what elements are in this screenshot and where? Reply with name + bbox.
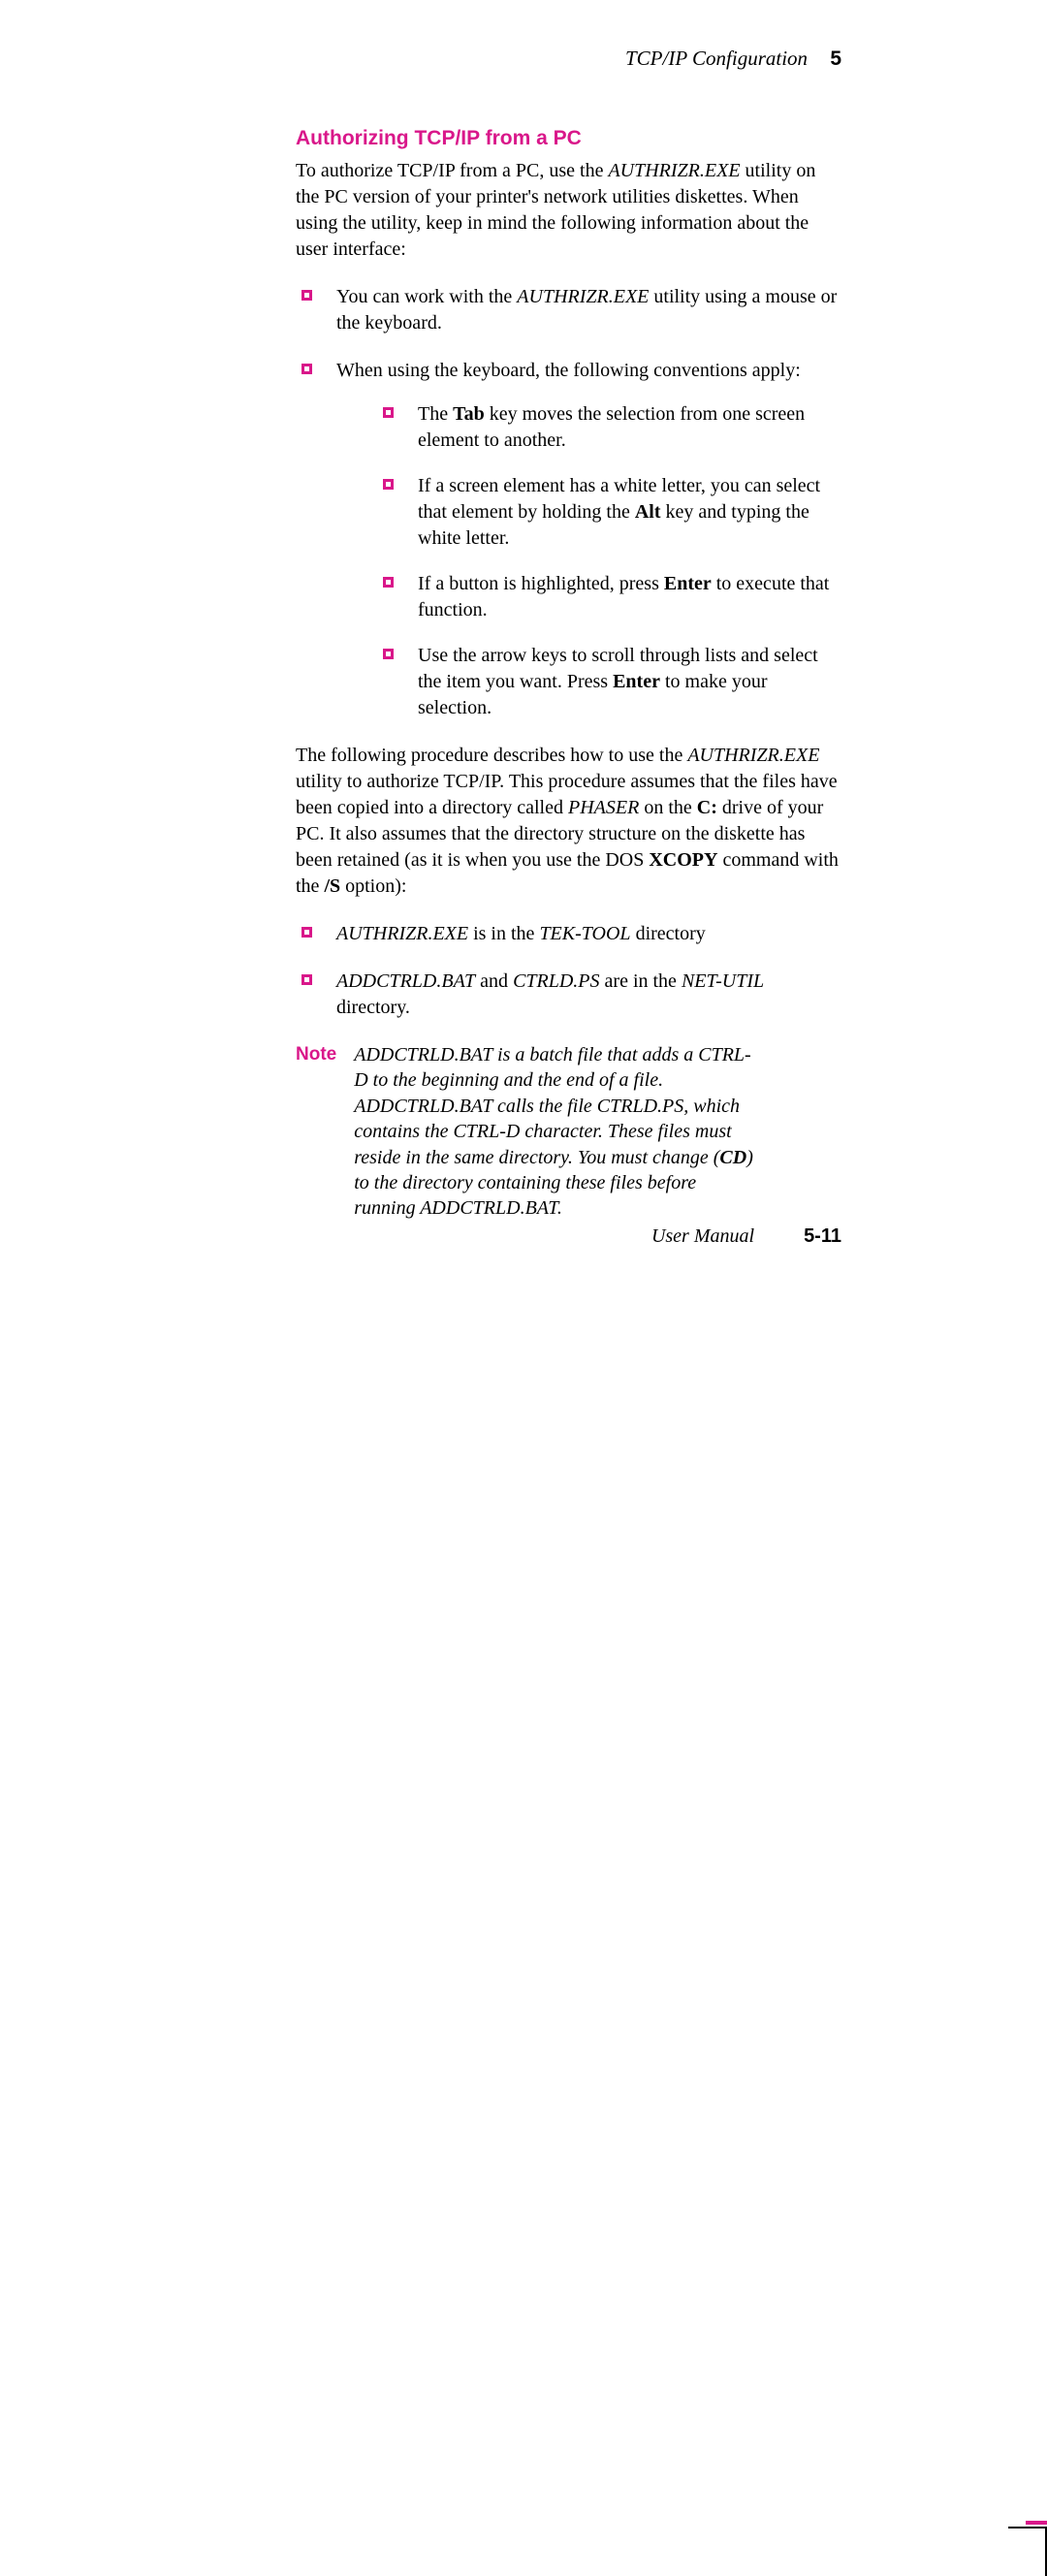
- dirname: PHASER: [568, 797, 639, 818]
- note-body: ADDCTRLD.BAT is a batch file that adds a…: [354, 1042, 761, 1222]
- text: If a button is highlighted, press: [418, 573, 664, 594]
- filename: ADDCTRLD.BAT: [336, 970, 475, 992]
- text: You can work with the: [336, 286, 517, 307]
- list-item: If a screen element has a white letter, …: [377, 473, 841, 552]
- footer-label: User Manual: [651, 1225, 754, 1247]
- dir-list: AUTHRIZR.EXE is in the TEK-TOOL director…: [296, 921, 841, 1021]
- text: option):: [340, 875, 406, 897]
- keyname: Enter: [613, 671, 660, 692]
- command: XCOPY: [649, 849, 717, 871]
- bullet-icon: [383, 407, 394, 418]
- text: directory: [631, 923, 706, 944]
- bullet-icon: [301, 290, 312, 301]
- keyname: Enter: [664, 573, 712, 594]
- bullet-icon: [301, 974, 312, 985]
- page-footer: User Manual 5-11: [651, 1225, 841, 1248]
- bullet-icon: [301, 927, 312, 938]
- text: To authorize TCP/IP from a PC, use the: [296, 160, 608, 181]
- drive: C:: [697, 797, 717, 818]
- filename: AUTHRIZR.EXE: [517, 286, 649, 307]
- list-item: You can work with the AUTHRIZR.EXE utili…: [296, 284, 841, 336]
- page-number: 5-11: [804, 1225, 841, 1247]
- edge-tab-icon: [1026, 2521, 1047, 2525]
- text: When using the keyboard, the following c…: [336, 360, 801, 381]
- filename: AUTHRIZR.EXE: [687, 745, 819, 766]
- filename: AUTHRIZR.EXE: [608, 160, 740, 181]
- command: CD: [719, 1147, 746, 1168]
- header-title: TCP/IP Configuration: [625, 47, 808, 70]
- filename: CTRLD.PS: [513, 970, 599, 992]
- text: are in the: [600, 970, 682, 992]
- list-item: The Tab key moves the selection from one…: [377, 401, 841, 454]
- section-heading: Authorizing TCP/IP from a PC: [296, 127, 841, 150]
- dirname: NET-UTIL: [682, 970, 764, 992]
- list-item: When using the keyboard, the following c…: [296, 358, 841, 721]
- bullet-icon: [383, 649, 394, 659]
- text: directory.: [336, 997, 410, 1018]
- note-block: Note ADDCTRLD.BAT is a batch file that a…: [296, 1042, 841, 1222]
- bullet-icon: [383, 577, 394, 588]
- header-chapter: 5: [830, 48, 841, 70]
- bullet-list: You can work with the AUTHRIZR.EXE utili…: [296, 284, 841, 721]
- text: on the: [639, 797, 696, 818]
- bullet-icon: [383, 479, 394, 490]
- sub-bullet-list: The Tab key moves the selection from one…: [377, 401, 841, 721]
- note-label: Note: [296, 1042, 336, 1222]
- running-header: TCP/IP Configuration 5: [296, 47, 841, 71]
- filename: AUTHRIZR.EXE: [336, 923, 468, 944]
- text: The following procedure describes how to…: [296, 745, 687, 766]
- mid-paragraph: The following procedure describes how to…: [296, 743, 841, 900]
- list-item: If a button is highlighted, press Enter …: [377, 571, 841, 623]
- text: is in the: [468, 923, 539, 944]
- text: ADDCTRLD.BAT is a batch file that adds a…: [354, 1044, 750, 1168]
- crop-mark-icon: [1008, 2527, 1047, 2528]
- keyname: Alt: [635, 501, 661, 523]
- list-item: ADDCTRLD.BAT and CTRLD.PS are in the NET…: [296, 969, 841, 1021]
- bullet-icon: [301, 364, 312, 374]
- page: TCP/IP Configuration 5 Authorizing TCP/I…: [0, 0, 1047, 1354]
- text: and: [475, 970, 513, 992]
- text: The: [418, 403, 453, 425]
- dirname: TEK-TOOL: [539, 923, 630, 944]
- intro-paragraph: To authorize TCP/IP from a PC, use the A…: [296, 158, 841, 263]
- list-item: AUTHRIZR.EXE is in the TEK-TOOL director…: [296, 921, 841, 947]
- keyname: Tab: [453, 403, 485, 425]
- option: /S: [324, 875, 340, 897]
- list-item: Use the arrow keys to scroll through lis…: [377, 643, 841, 721]
